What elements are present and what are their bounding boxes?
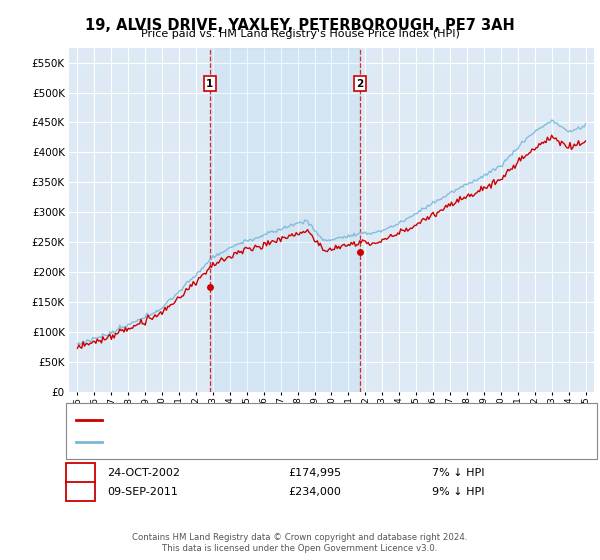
- Text: 09-SEP-2011: 09-SEP-2011: [107, 487, 178, 497]
- Text: 9% ↓ HPI: 9% ↓ HPI: [432, 487, 485, 497]
- Text: 19, ALVIS DRIVE, YAXLEY, PETERBOROUGH, PE7 3AH (detached house): 19, ALVIS DRIVE, YAXLEY, PETERBOROUGH, P…: [109, 415, 455, 425]
- Bar: [210, 48, 360, 392]
- Text: 24-OCT-2002: 24-OCT-2002: [107, 468, 180, 478]
- Text: Contains HM Land Registry data © Crown copyright and database right 2024.
This d: Contains HM Land Registry data © Crown c…: [132, 533, 468, 553]
- Text: 1: 1: [206, 79, 214, 89]
- Text: HPI: Average price, detached house, Huntingdonshire: HPI: Average price, detached house, Hunt…: [109, 437, 371, 447]
- Text: £174,995: £174,995: [288, 468, 341, 478]
- Text: 7% ↓ HPI: 7% ↓ HPI: [432, 468, 485, 478]
- Text: 1: 1: [77, 468, 84, 478]
- Text: Price paid vs. HM Land Registry's House Price Index (HPI): Price paid vs. HM Land Registry's House …: [140, 29, 460, 39]
- Text: 2: 2: [77, 487, 84, 497]
- Text: 19, ALVIS DRIVE, YAXLEY, PETERBOROUGH, PE7 3AH: 19, ALVIS DRIVE, YAXLEY, PETERBOROUGH, P…: [85, 18, 515, 33]
- Text: £234,000: £234,000: [288, 487, 341, 497]
- Text: 2: 2: [356, 79, 364, 89]
